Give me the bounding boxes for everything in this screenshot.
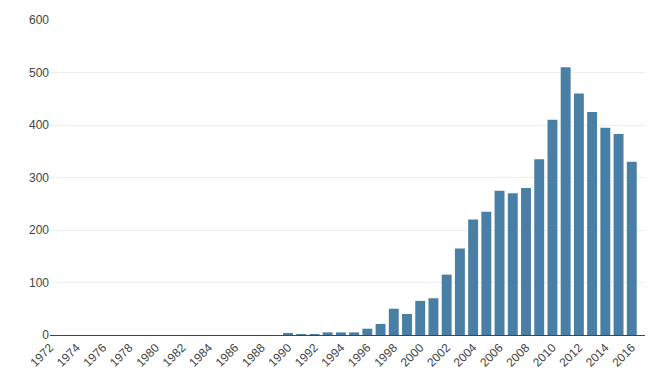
svg-text:1994: 1994 — [318, 341, 347, 370]
svg-text:1980: 1980 — [133, 341, 162, 370]
svg-text:2014: 2014 — [583, 341, 612, 370]
svg-text:1972: 1972 — [28, 341, 57, 370]
svg-text:1976: 1976 — [80, 341, 109, 370]
svg-text:1998: 1998 — [371, 341, 400, 370]
svg-text:1988: 1988 — [239, 341, 268, 370]
svg-text:1990: 1990 — [266, 341, 295, 370]
svg-text:100: 100 — [29, 276, 49, 290]
svg-text:2016: 2016 — [609, 341, 638, 370]
svg-text:2004: 2004 — [451, 341, 480, 370]
svg-text:600: 600 — [29, 13, 49, 27]
svg-text:1974: 1974 — [54, 341, 83, 370]
svg-text:2010: 2010 — [530, 341, 559, 370]
svg-text:2006: 2006 — [477, 341, 506, 370]
svg-text:1982: 1982 — [160, 341, 189, 370]
svg-text:200: 200 — [29, 223, 49, 237]
svg-text:0: 0 — [42, 328, 49, 342]
svg-text:1996: 1996 — [345, 341, 374, 370]
svg-text:1978: 1978 — [107, 341, 136, 370]
svg-text:1992: 1992 — [292, 341, 321, 370]
svg-text:1986: 1986 — [213, 341, 242, 370]
svg-text:2012: 2012 — [556, 341, 585, 370]
svg-text:1984: 1984 — [186, 341, 215, 370]
svg-text:2000: 2000 — [398, 341, 427, 370]
svg-text:500: 500 — [29, 66, 49, 80]
svg-text:400: 400 — [29, 118, 49, 132]
svg-text:2002: 2002 — [424, 341, 453, 370]
svg-text:2008: 2008 — [504, 341, 533, 370]
svg-text:300: 300 — [29, 171, 49, 185]
